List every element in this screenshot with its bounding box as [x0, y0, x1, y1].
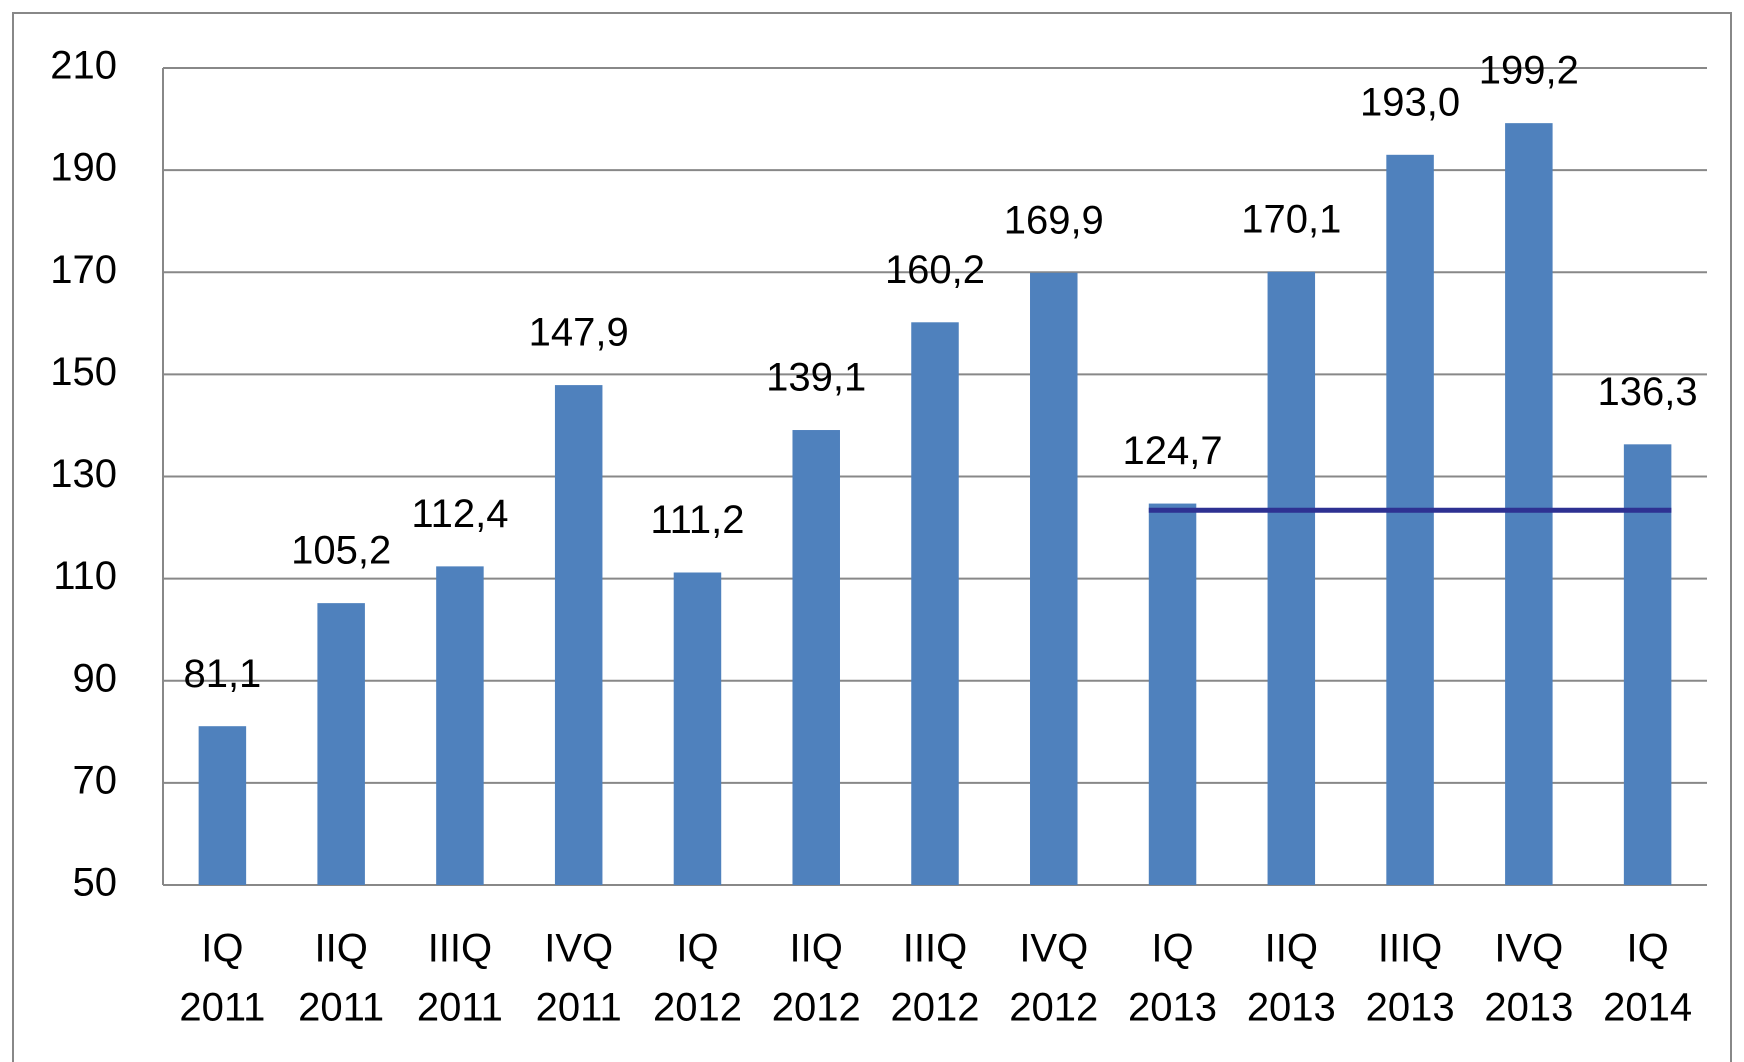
data-label: 160,2 — [885, 248, 985, 292]
x-tick-label: 2013 — [1484, 986, 1573, 1030]
chart-frame — [12, 12, 1732, 1062]
data-label: 124,7 — [1122, 429, 1222, 473]
x-tick-label: IIIQ — [1378, 927, 1442, 971]
bar — [911, 322, 959, 885]
data-label: 136,3 — [1598, 370, 1698, 414]
bar — [1030, 272, 1078, 885]
y-tick-label: 150 — [50, 350, 117, 394]
x-tick-label: IVQ — [1494, 927, 1563, 971]
x-tick-label: IVQ — [1019, 927, 1088, 971]
bar — [1148, 503, 1197, 885]
y-tick-label: 170 — [50, 248, 117, 292]
x-tick-label: IVQ — [544, 927, 613, 971]
x-tick-label: IIIQ — [903, 927, 967, 971]
x-tick-label: 2013 — [1247, 986, 1336, 1030]
x-tick-label: IIQ — [790, 927, 843, 971]
x-tick-label: 2011 — [417, 986, 503, 1030]
y-tick-label: 210 — [50, 44, 117, 88]
data-label: 170,1 — [1241, 197, 1341, 241]
bar — [673, 572, 722, 885]
x-tick-label: IQ — [1626, 927, 1668, 971]
data-label: 199,2 — [1479, 49, 1579, 93]
x-tick-label: IQ — [201, 927, 243, 971]
bar — [1267, 271, 1316, 885]
data-label: 112,4 — [411, 492, 508, 536]
x-tick-label: 2013 — [1366, 986, 1455, 1030]
x-tick-label: 2014 — [1603, 986, 1692, 1030]
data-label: 193,0 — [1360, 80, 1460, 124]
y-tick-label: 90 — [73, 656, 118, 700]
data-label: 105,2 — [291, 529, 391, 573]
bar — [1505, 123, 1553, 885]
x-tick-label: IQ — [1151, 927, 1193, 971]
bar — [317, 603, 365, 885]
bar — [792, 430, 840, 885]
bar — [436, 566, 484, 885]
x-tick-label: 2011 — [298, 986, 384, 1030]
bar — [1623, 444, 1672, 885]
x-tick-label: 2012 — [772, 986, 861, 1030]
x-tick-label: IIQ — [314, 927, 367, 971]
x-tick-label: 2012 — [1009, 986, 1098, 1030]
x-tick-label: 2011 — [536, 986, 622, 1030]
data-label: 147,9 — [529, 311, 629, 355]
bar — [198, 726, 247, 885]
x-tick-label: 2013 — [1128, 986, 1217, 1030]
bar — [1386, 154, 1434, 885]
x-tick-label: IQ — [676, 927, 718, 971]
data-label: 139,1 — [766, 356, 866, 400]
x-tick-label: IIQ — [1265, 927, 1318, 971]
bar — [554, 385, 603, 885]
y-tick-label: 110 — [53, 554, 117, 598]
y-tick-label: 70 — [73, 758, 118, 802]
x-tick-label: 2012 — [653, 986, 742, 1030]
x-tick-label: IIIQ — [428, 927, 492, 971]
data-label: 111,2 — [650, 498, 744, 542]
y-tick-label: 130 — [50, 452, 117, 496]
data-label: 81,1 — [183, 652, 261, 696]
y-tick-label: 50 — [73, 861, 118, 905]
data-label: 169,9 — [1004, 198, 1104, 242]
x-tick-label: 2012 — [891, 986, 980, 1030]
x-tick-label: 2011 — [179, 986, 265, 1030]
y-tick-label: 190 — [50, 146, 117, 190]
